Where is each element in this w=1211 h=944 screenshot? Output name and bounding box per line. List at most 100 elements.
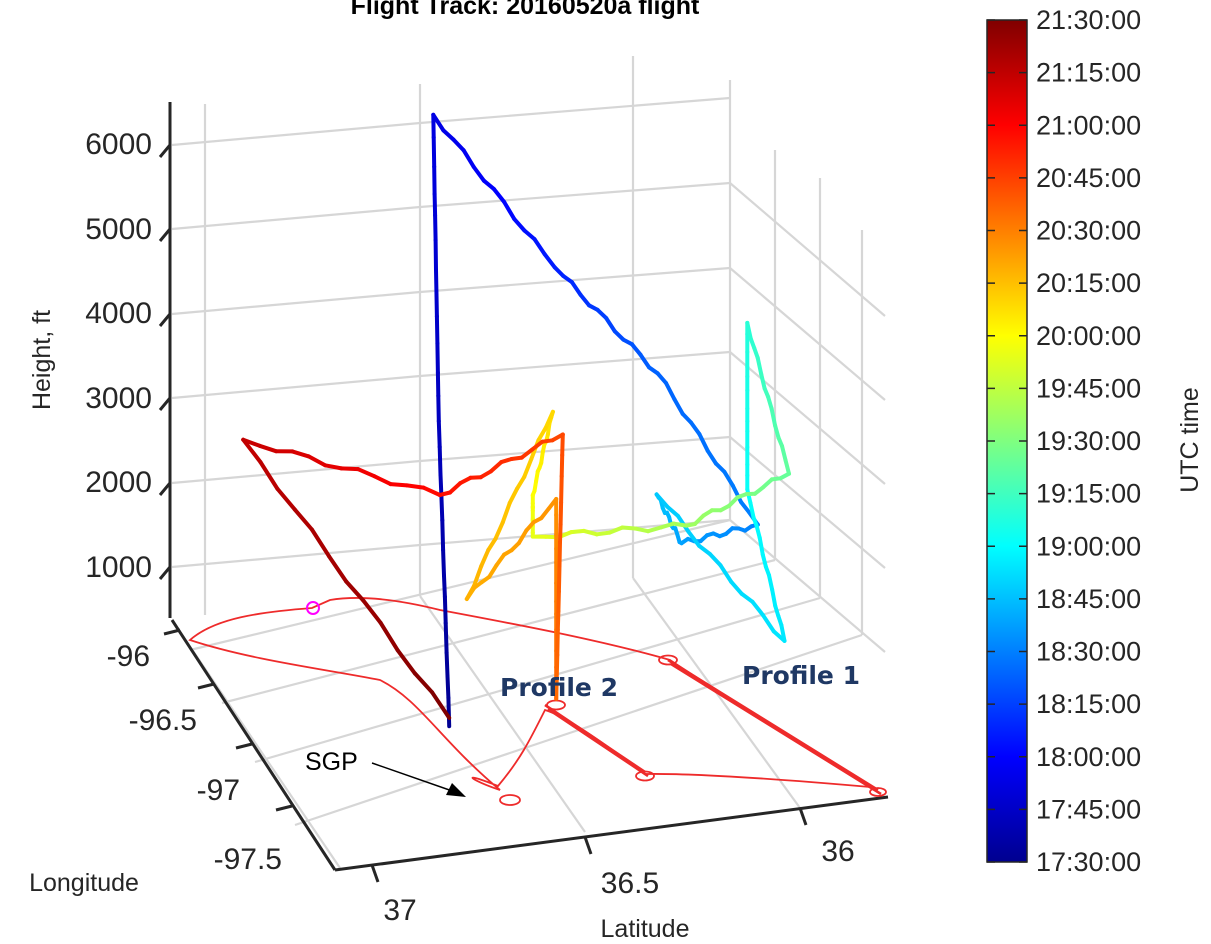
track-segment [437, 444, 443, 477]
colorbar-tick-label: 18:15:00 [1036, 689, 1141, 719]
x-tick-mark [583, 836, 593, 855]
track-segment [769, 406, 778, 428]
track-segment [439, 494, 445, 523]
track-segment [290, 449, 311, 459]
track-segment [745, 320, 753, 341]
track-segment [655, 371, 668, 385]
y-tick-mark [275, 804, 293, 812]
track-segment [441, 548, 446, 578]
track-segment [707, 552, 723, 568]
y-tick-mark [163, 628, 181, 636]
track-segment [705, 448, 718, 466]
profile-1-annotation: Profile 1 [742, 661, 860, 690]
grid-line [729, 182, 886, 317]
z-tick-mark [158, 313, 172, 327]
grid-line [729, 267, 886, 401]
track-segment [507, 486, 519, 505]
z-tick-labels: 1000 2000 3000 4000 5000 6000 [85, 128, 152, 584]
track-segment [494, 552, 507, 568]
track-segment [569, 280, 583, 297]
track-segment [770, 587, 778, 608]
y-axis-line [170, 619, 337, 871]
track-segment [638, 352, 651, 370]
track-segment [697, 431, 710, 453]
y-tick-mark [235, 742, 253, 750]
z-tick-mark [158, 228, 172, 242]
x-tick-label: 36.5 [601, 867, 659, 900]
colorbar-tick-label: 20:00:00 [1036, 321, 1141, 351]
track-segment [444, 650, 450, 679]
colorbar-ticks: 21:30:00 21:15:00 21:00:00 20:45:00 20:30:00… [987, 5, 1141, 877]
track-segment [435, 341, 440, 375]
track-segment [629, 342, 643, 357]
track-segment [241, 437, 263, 464]
colorbar-tick-label: 19:00:00 [1036, 531, 1141, 561]
track-segment [754, 523, 762, 540]
track-segment [431, 112, 446, 133]
track-segment [430, 690, 452, 720]
z-tick-label: 5000 [85, 213, 152, 246]
track-segment [442, 594, 448, 626]
track-segment [559, 453, 565, 479]
track-segment [633, 526, 650, 534]
track-segment [493, 520, 505, 541]
track-segment [530, 439, 545, 452]
colorbar-tick-label: 19:30:00 [1036, 426, 1141, 456]
track-segment [582, 528, 599, 537]
grid-line [254, 596, 821, 764]
track-segment [671, 521, 689, 528]
sgp-arrow-head [446, 783, 466, 797]
track-segment [555, 627, 560, 657]
z-tick-mark [158, 144, 172, 158]
colorbar-label: UTC time [1176, 387, 1204, 493]
y-tick-mark [197, 682, 215, 690]
colorbar-tick-label: 20:30:00 [1036, 216, 1141, 246]
grid-line [171, 266, 731, 316]
colorbar-tick-label: 20:15:00 [1036, 268, 1141, 298]
track-segment [569, 528, 586, 535]
track-segment [355, 467, 377, 479]
z-tick-mark [158, 566, 172, 580]
track-segment [750, 599, 766, 618]
track-segment [471, 165, 486, 183]
track-segment [515, 475, 527, 491]
sgp-site-marker [306, 601, 320, 615]
track-segment [773, 423, 781, 440]
track-segment [412, 671, 435, 695]
track-segment [512, 216, 527, 233]
z-tick-label: 4000 [85, 297, 152, 330]
track-segment [405, 483, 426, 490]
track-segment [654, 492, 670, 509]
track-segment [464, 585, 477, 601]
track-segment [692, 513, 706, 526]
colorbar-tick-label: 20:45:00 [1036, 163, 1141, 193]
track-segment [257, 443, 278, 454]
z-tick-label: 3000 [85, 382, 152, 415]
track-segment [755, 355, 764, 377]
ground-track-loop [869, 787, 887, 797]
track-segment [446, 695, 452, 729]
track-segment [759, 372, 767, 391]
track-segment [543, 409, 555, 430]
ground-track-loop [635, 770, 655, 782]
y-tick-labels: -96 -96.5 -97 -97.5 [107, 640, 282, 876]
track-segment [686, 529, 702, 548]
track-segment [378, 620, 400, 653]
track-segment [487, 563, 499, 579]
track-segment [486, 536, 498, 552]
track-segment [560, 432, 565, 458]
colorbar-tick-label: 18:30:00 [1036, 637, 1141, 667]
track-segment [665, 504, 680, 518]
track-segment [451, 137, 466, 153]
x-axis-line [334, 795, 889, 872]
x-tick-label: 36 [821, 835, 854, 868]
colorbar-tick-label: 17:45:00 [1036, 794, 1141, 824]
track-segment [745, 487, 753, 505]
z-tick-label: 6000 [85, 128, 152, 161]
track-segment [275, 486, 297, 512]
track-segment [556, 589, 561, 614]
track-segment [556, 563, 562, 594]
grid-line [171, 350, 731, 400]
track-segment [388, 482, 409, 488]
